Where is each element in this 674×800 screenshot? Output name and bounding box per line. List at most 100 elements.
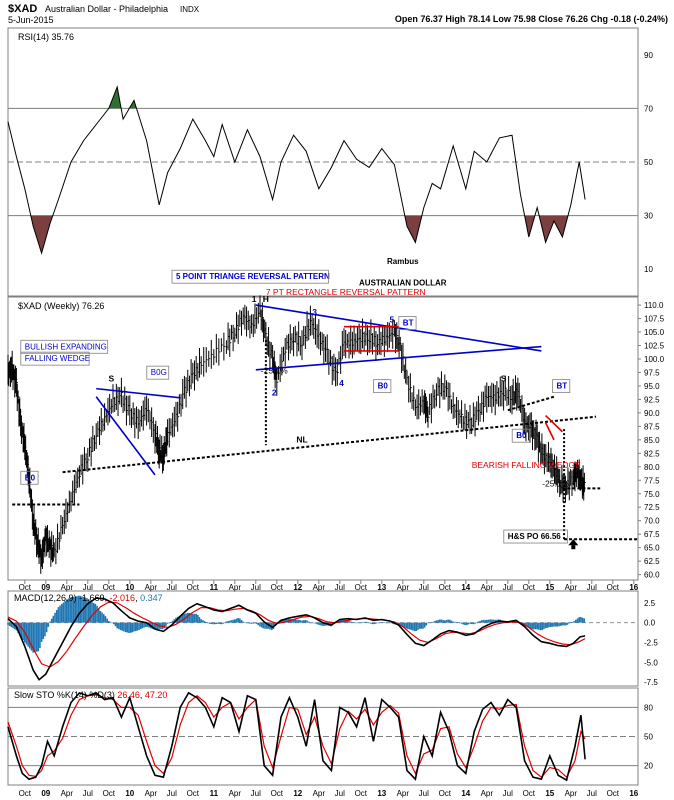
chart-date: 5-Jun-2015: [8, 15, 54, 25]
macd-histogram-bar: [250, 622, 253, 624]
macd-histogram-bar: [344, 620, 347, 623]
macd-histogram-bar: [123, 622, 125, 632]
macd-histogram-bar: [353, 622, 355, 624]
macd-histogram-bar: [210, 622, 213, 624]
price-y-tick: 72.5: [644, 503, 660, 512]
sto-x-tick-label: 11: [210, 789, 219, 798]
macd-histogram-bar: [134, 622, 137, 632]
x-tick-label: Oct: [439, 583, 452, 592]
macd-histogram-bar: [131, 622, 134, 633]
macd-histogram-bar: [548, 622, 550, 628]
sto-y-tick: 20: [644, 762, 653, 771]
price-y-tick: 67.5: [644, 530, 660, 539]
sto-x-tick-label: Oct: [271, 789, 284, 798]
macd-histogram-bar: [168, 622, 171, 624]
macd-histogram-bar: [104, 616, 107, 623]
price-y-tick: 110.0: [644, 301, 664, 310]
price-y-tick: 102.5: [644, 342, 665, 351]
x-tick-label: Jul: [503, 583, 513, 592]
chart-annotation: -25.1%: [261, 366, 288, 376]
price-y-tick: 62.5: [644, 557, 660, 566]
macd-histogram-bar: [94, 603, 97, 623]
sto-x-tick-label: 09: [41, 789, 50, 798]
macd-histogram-bar: [316, 622, 318, 625]
macd-histogram-bar: [76, 596, 78, 623]
macd-histogram-bar: [428, 622, 431, 624]
sto-x-tick-label: Apr: [61, 789, 74, 798]
chart-annotation: B0G: [151, 368, 167, 377]
macd-histogram-bar: [39, 622, 41, 649]
macd-histogram-bar: [165, 622, 167, 626]
pattern-line: [95, 396, 156, 476]
macd-histogram-bar: [390, 622, 392, 624]
macd-histogram-bar: [40, 622, 43, 642]
macd-histogram-bar: [35, 622, 38, 652]
x-tick-label: Jul: [419, 583, 429, 592]
macd-histogram-bar: [349, 621, 352, 623]
macd-histogram-bar: [475, 622, 478, 624]
macd-histogram-bar: [163, 622, 166, 629]
macd-histogram-bar: [491, 619, 493, 623]
macd-histogram-bar: [564, 622, 567, 626]
macd-histogram-bar: [365, 621, 367, 623]
macd-histogram-bar: [239, 618, 241, 623]
macd-histogram-bar: [192, 613, 194, 623]
price-y-tick: 85.0: [644, 436, 660, 445]
macd-y-tick: 0.0: [644, 619, 656, 628]
macd-histogram-bar: [534, 622, 537, 630]
sto-x-tick-label: Oct: [607, 789, 620, 798]
instrument-name: Australian Dollar - Philadelphia: [45, 4, 168, 14]
x-tick-label: 12: [293, 583, 302, 592]
macd-histogram-bar: [234, 619, 236, 623]
macd-histogram-bar: [262, 622, 265, 629]
macd-histogram-bar: [108, 621, 110, 623]
macd-histogram-bar: [242, 621, 244, 623]
macd-histogram-bar: [494, 619, 496, 623]
x-axis: Oct 09 Apr Jul Oct 10 Apr Jul Oct 11 Apr Jul Oct 12 Ap…: [19, 580, 639, 592]
sto-x-tick-label: Oct: [439, 789, 452, 798]
x-tick-label: Jul: [335, 583, 345, 592]
chart-annotation: 5: [390, 314, 395, 324]
price-y-tick: 92.5: [644, 395, 660, 404]
macd-panel: 2.5 0.0 -2.5 -5.0 -7.5: [7, 595, 658, 687]
macd-histogram-bar: [420, 622, 423, 629]
macd-histogram-bar: [281, 619, 283, 623]
macd-histogram-bar: [480, 620, 483, 623]
macd-histogram-bar: [371, 622, 374, 625]
macd-histogram-bar: [531, 622, 533, 629]
chart-annotation: H&S PO 66.56: [508, 532, 561, 541]
x-tick-label: 10: [125, 583, 134, 592]
macd-histogram-bar: [571, 621, 574, 623]
macd-histogram-bar: [563, 622, 565, 626]
macd-histogram-bar: [291, 619, 293, 623]
macd-histogram-bar: [339, 619, 342, 623]
macd-histogram-bar: [296, 619, 298, 623]
macd-histogram-bar: [20, 622, 23, 638]
macd-histogram-bar: [492, 619, 495, 623]
macd-histogram-bar: [299, 620, 302, 623]
macd-histogram-bar: [309, 622, 312, 624]
macd-histogram-bar: [17, 622, 19, 633]
pattern-line: [544, 422, 555, 441]
rsi-y-tick: 70: [644, 104, 653, 113]
macd-histogram-bar: [240, 620, 243, 623]
macd-histogram-bar: [71, 597, 73, 623]
target-arrow-head: [568, 539, 579, 546]
macd-histogram-bar: [171, 620, 174, 623]
macd-histogram-bar: [257, 622, 260, 626]
macd-histogram-bar: [97, 608, 100, 623]
stochastic-title: Slow STO %K(14) %D(3) 26.46, 47.20: [14, 690, 167, 700]
sto-y-tick: 50: [644, 733, 653, 742]
macd-histogram-bar: [114, 622, 117, 627]
macd-histogram-bar: [12, 622, 14, 629]
price-y-tick: 107.5: [644, 315, 665, 324]
x-tick-label: Oct: [355, 583, 368, 592]
macd-histogram-bar: [433, 621, 436, 623]
macd-histogram-bar: [99, 611, 102, 623]
macd-histogram-bar: [252, 622, 255, 624]
macd-histogram-bar: [312, 622, 315, 624]
macd-histogram-bar: [113, 622, 115, 625]
macd-histogram-bar: [282, 619, 285, 623]
macd-histogram-bar: [195, 613, 197, 623]
macd-histogram-bar: [457, 622, 460, 623]
